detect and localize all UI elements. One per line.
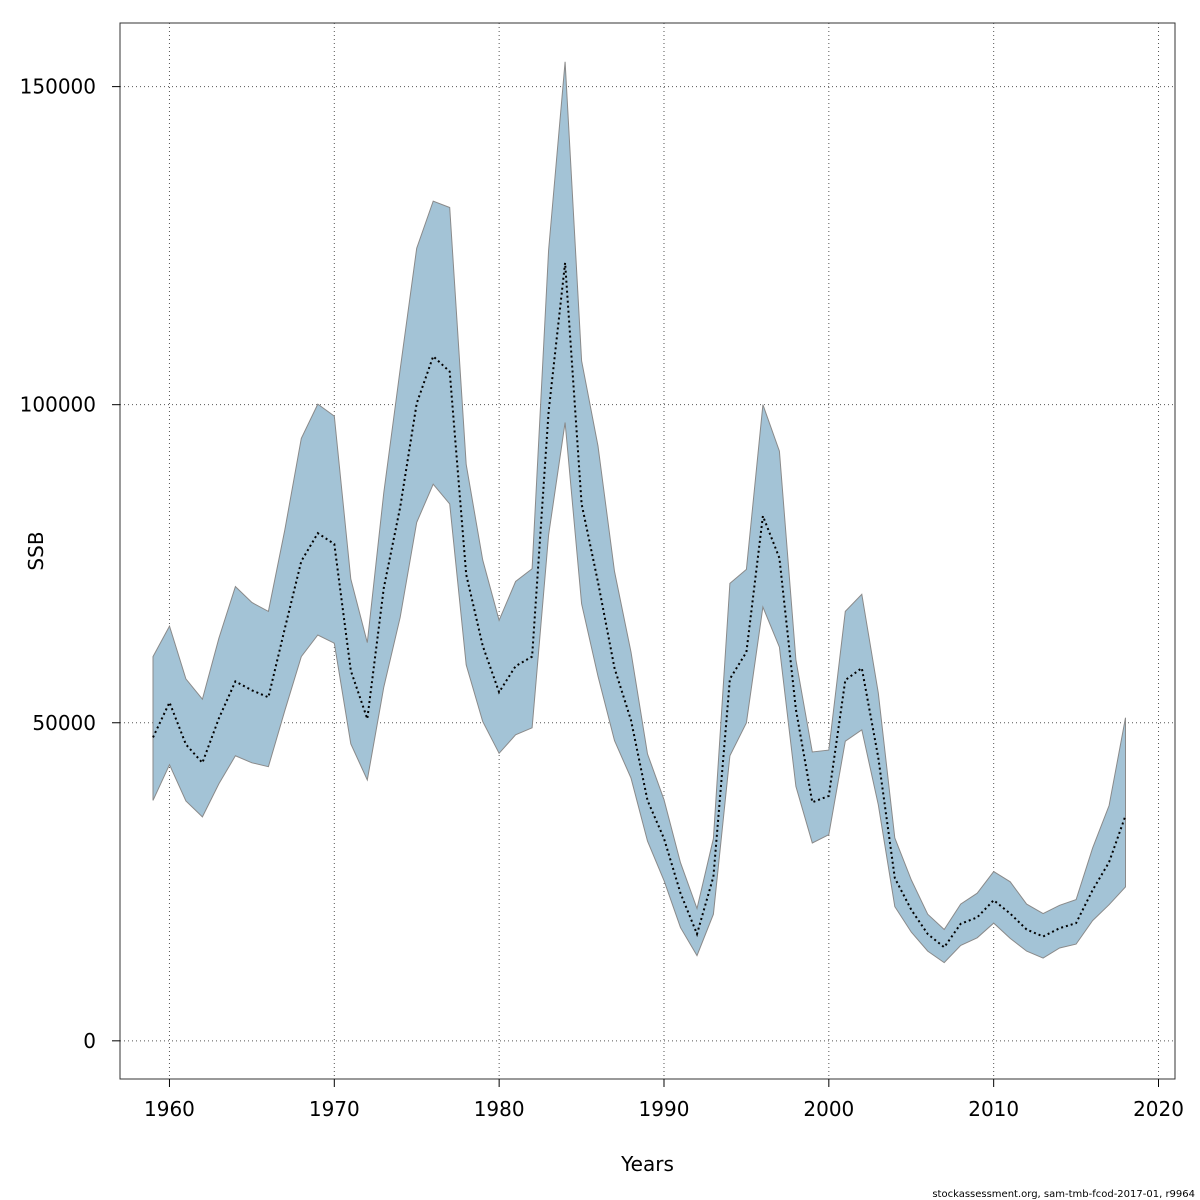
x-tick-label: 2000: [803, 1097, 854, 1121]
axes: 1960 1970 1980 1990 2000 2010 2020 0 50000 100000…: [20, 75, 1184, 1121]
x-tick-label: 1990: [639, 1097, 690, 1121]
x-tick-label: 1970: [309, 1097, 360, 1121]
ssb-estimate-line: [152, 262, 1127, 949]
y-tick-label: 0: [83, 1029, 96, 1053]
y-axis-title: SSB: [24, 531, 48, 570]
x-axis-title: Years: [620, 1152, 674, 1176]
confidence-band: [152, 61, 1126, 964]
y-tick-label: 100000: [20, 393, 96, 417]
x-tick-label: 2020: [1133, 1097, 1184, 1121]
y-tick-label: 50000: [32, 711, 96, 735]
footer-note: stockassessment.org, sam-tmb-fcod-2017-0…: [932, 1189, 1195, 1200]
x-tick-label: 1960: [144, 1097, 195, 1121]
plot-frame: [119, 22, 1176, 1080]
x-tick-label: 2010: [968, 1097, 1019, 1121]
y-tick-label: 150000: [20, 75, 96, 99]
x-tick-label: 1980: [474, 1097, 525, 1121]
